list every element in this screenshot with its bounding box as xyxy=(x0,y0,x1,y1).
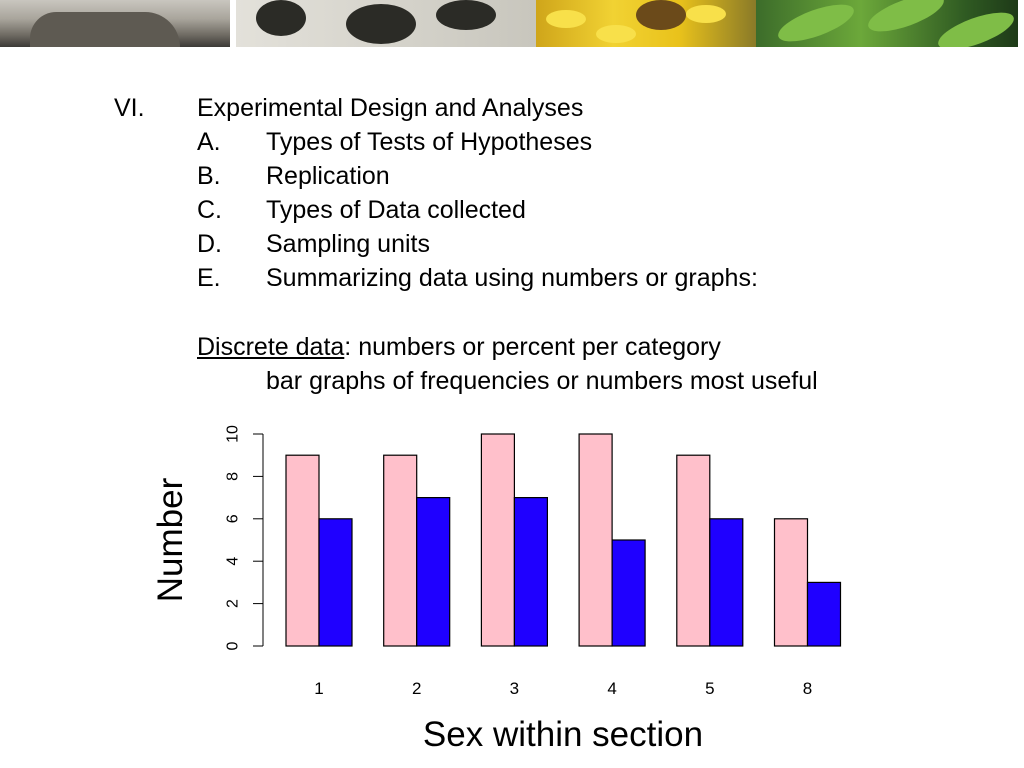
yellow-flower-bee-photo xyxy=(536,0,756,47)
bar xyxy=(578,433,613,647)
bar xyxy=(611,539,646,647)
alligator-photo xyxy=(0,0,230,47)
y-tick-label: 6 xyxy=(225,514,242,523)
bar xyxy=(318,518,353,647)
y-tick-label: 10 xyxy=(225,425,242,443)
y-tick-label: 0 xyxy=(225,641,242,650)
item-text: Types of Data collected xyxy=(266,196,526,224)
header-banner xyxy=(0,0,1024,47)
ant-photo xyxy=(236,0,536,47)
bar xyxy=(806,581,842,647)
bar xyxy=(383,454,418,647)
bar xyxy=(709,518,744,647)
item-text: Replication xyxy=(266,162,390,190)
y-axis-title: Number xyxy=(151,477,190,602)
x-tick-label: 4 xyxy=(607,679,616,698)
item-letter: D. xyxy=(197,230,222,258)
item-letter: B. xyxy=(197,162,221,190)
item-text: Summarizing data using numbers or graphs… xyxy=(266,264,758,292)
item-text: Sampling units xyxy=(266,230,430,258)
x-tick-label: 3 xyxy=(510,679,519,698)
item-letter: A. xyxy=(197,128,221,156)
section-title: Experimental Design and Analyses xyxy=(197,94,584,122)
x-tick-label: 5 xyxy=(705,679,714,698)
x-axis-title: Sex within section xyxy=(423,715,703,754)
bar xyxy=(513,497,549,647)
discrete-data-description: : numbers or percent per category xyxy=(344,333,721,361)
x-tick-label: 2 xyxy=(412,679,421,698)
item-text: Types of Tests of Hypotheses xyxy=(266,128,593,156)
item-letter: E. xyxy=(197,264,221,292)
y-tick-label: 4 xyxy=(225,557,242,566)
discrete-data-subline: bar graphs of frequencies or numbers mos… xyxy=(266,367,818,395)
bar xyxy=(480,433,515,647)
y-tick-label: 8 xyxy=(225,472,242,481)
green-leaves-photo xyxy=(756,0,1018,47)
bar xyxy=(773,518,809,647)
y-tick-label: 2 xyxy=(225,599,242,608)
x-tick-label: 1 xyxy=(314,679,323,698)
item-letter: C. xyxy=(197,196,222,224)
bar xyxy=(676,454,711,647)
x-tick-label: 8 xyxy=(803,679,812,698)
section-number: VI. xyxy=(114,94,145,122)
bar xyxy=(416,497,451,647)
bar xyxy=(285,454,320,647)
discrete-data-line: Discrete data: numbers or percent per ca… xyxy=(197,330,721,364)
discrete-data-term: Discrete data xyxy=(197,333,345,361)
